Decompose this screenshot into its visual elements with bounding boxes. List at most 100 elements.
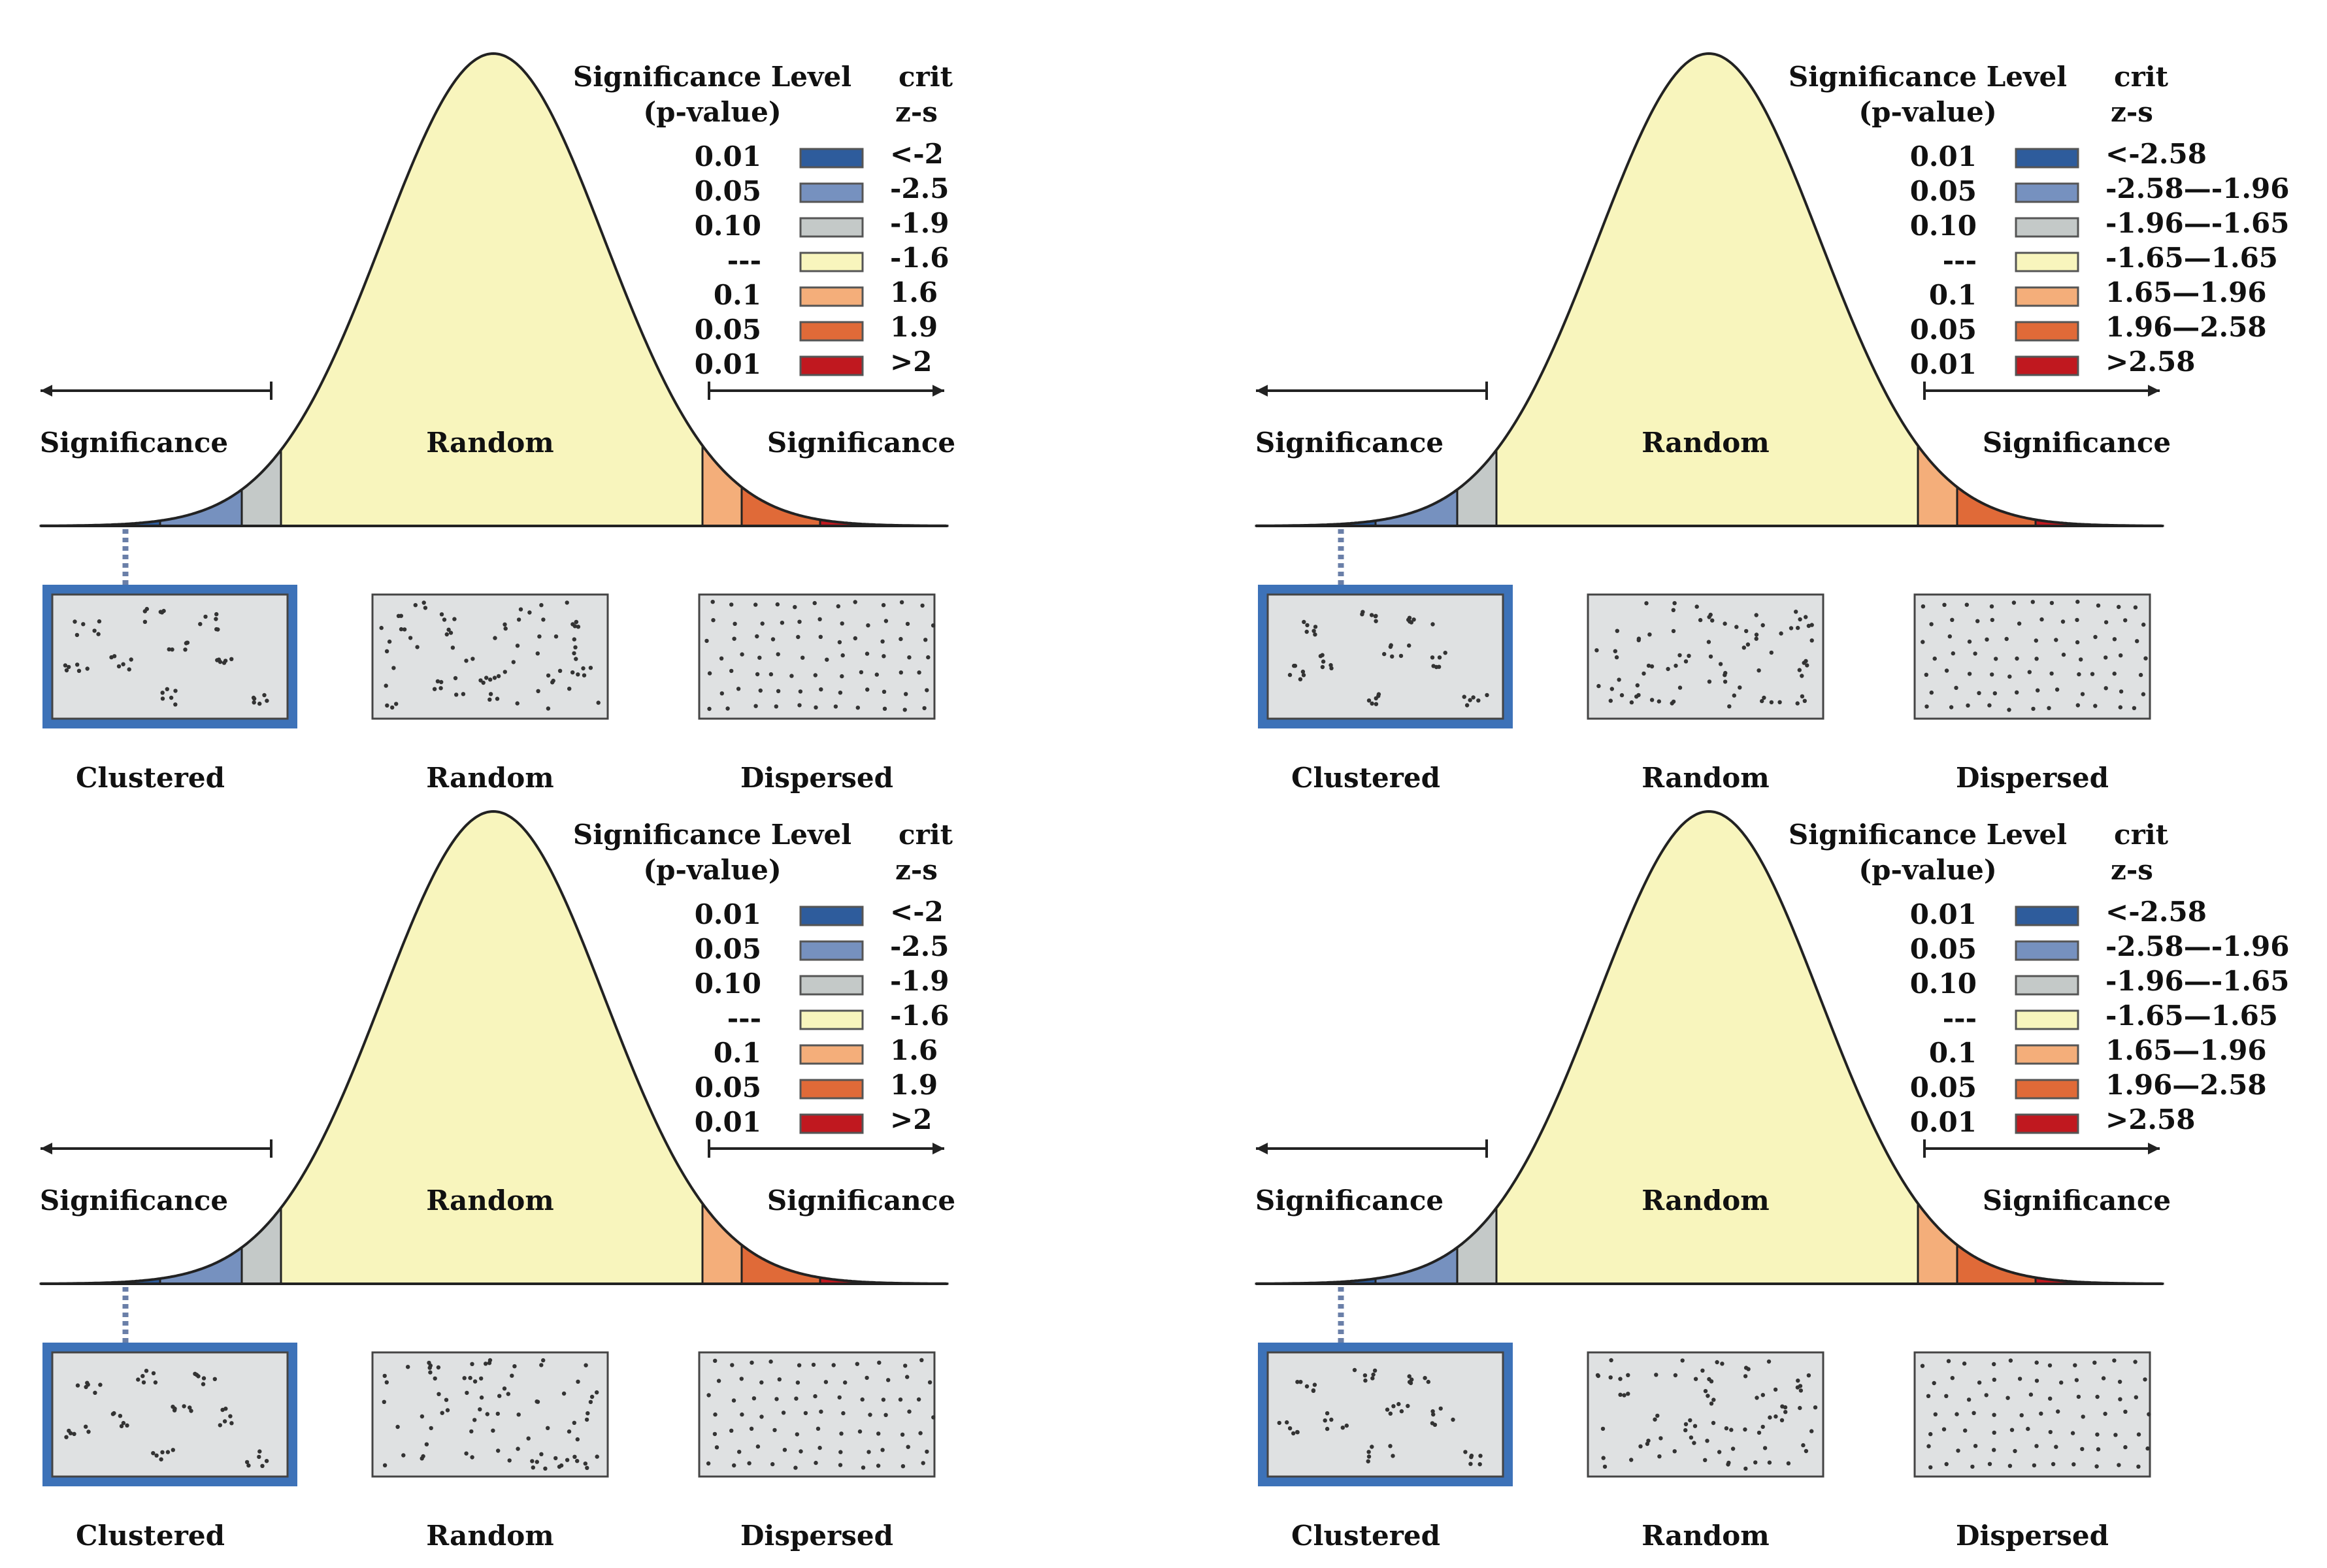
point bbox=[435, 679, 440, 684]
point bbox=[1677, 653, 1682, 658]
point bbox=[2007, 708, 2011, 712]
point bbox=[881, 603, 886, 608]
point bbox=[1595, 1373, 1600, 1378]
point bbox=[1374, 696, 1378, 701]
point bbox=[427, 1360, 431, 1365]
right-significance-label: Significance bbox=[767, 1184, 955, 1217]
point bbox=[749, 1426, 754, 1431]
point bbox=[1647, 632, 1652, 637]
point bbox=[1344, 1423, 1349, 1428]
point bbox=[1371, 1372, 1376, 1377]
point bbox=[575, 1437, 580, 1442]
legend-p-value: 0.01 bbox=[695, 140, 761, 172]
point bbox=[776, 689, 781, 694]
point bbox=[436, 1365, 441, 1370]
point bbox=[1920, 1364, 1925, 1368]
legend-p-value: 0.01 bbox=[1910, 898, 1977, 930]
point bbox=[1804, 1448, 1809, 1454]
point bbox=[2032, 1463, 2037, 1468]
point bbox=[160, 691, 165, 695]
clustered-label: Clustered bbox=[1291, 1520, 1440, 1552]
point bbox=[516, 1446, 520, 1451]
point bbox=[583, 1462, 587, 1466]
legend-row: 0.05 1.9 bbox=[695, 1069, 938, 1103]
point bbox=[262, 693, 267, 698]
point bbox=[561, 1391, 567, 1396]
point bbox=[1944, 668, 1949, 673]
point bbox=[866, 1450, 871, 1454]
point bbox=[1689, 1435, 1694, 1440]
point bbox=[798, 689, 803, 694]
point bbox=[1762, 1446, 1768, 1450]
point bbox=[1992, 1413, 1996, 1417]
legend-row: --- -1.65—1.65 bbox=[1943, 242, 2278, 276]
point bbox=[423, 606, 428, 610]
point bbox=[1921, 604, 1926, 609]
legend-z-score: -2.58—-1.96 bbox=[2105, 930, 2289, 962]
point bbox=[93, 1390, 97, 1395]
point bbox=[488, 678, 493, 682]
legend-swatch bbox=[799, 355, 864, 376]
point bbox=[775, 602, 780, 607]
point bbox=[2059, 1380, 2064, 1385]
point bbox=[543, 1466, 548, 1471]
point bbox=[1789, 626, 1794, 630]
point bbox=[1717, 1450, 1722, 1454]
point bbox=[413, 603, 418, 608]
point bbox=[1798, 617, 1802, 622]
point bbox=[1992, 1430, 1996, 1435]
legend-z-score: -1.6 bbox=[890, 242, 949, 274]
legend-row: 0.01 >2 bbox=[695, 1103, 932, 1138]
point bbox=[919, 1358, 924, 1362]
point bbox=[1727, 704, 1732, 709]
point bbox=[716, 1379, 721, 1383]
point bbox=[733, 621, 737, 626]
point bbox=[462, 1376, 467, 1380]
point bbox=[1753, 1460, 1758, 1465]
arrow-head bbox=[932, 385, 944, 397]
point bbox=[1746, 1367, 1751, 1371]
arrow-head bbox=[932, 1143, 944, 1154]
point bbox=[1942, 602, 1947, 607]
point bbox=[1972, 1411, 1976, 1415]
pattern-frame bbox=[698, 593, 936, 720]
point bbox=[116, 664, 122, 669]
point bbox=[1796, 1379, 1800, 1383]
point bbox=[1783, 1405, 1788, 1410]
point bbox=[567, 687, 572, 691]
crit-title: crit bbox=[2114, 819, 2169, 851]
point bbox=[546, 673, 551, 678]
legend-row: 0.1 1.65—1.96 bbox=[1929, 276, 2267, 311]
point bbox=[1950, 1376, 1955, 1380]
point bbox=[760, 621, 765, 626]
point bbox=[539, 1452, 544, 1456]
arrow-head bbox=[41, 1143, 52, 1154]
point bbox=[553, 1456, 558, 1461]
pattern-frame bbox=[1587, 1351, 1824, 1478]
point bbox=[515, 701, 520, 706]
point bbox=[876, 1431, 881, 1436]
point bbox=[907, 655, 912, 660]
point bbox=[1709, 1379, 1714, 1384]
legend-p-value: 0.01 bbox=[695, 348, 761, 380]
point bbox=[725, 706, 730, 711]
point bbox=[1932, 1380, 1936, 1386]
point bbox=[586, 1411, 590, 1416]
point bbox=[516, 617, 521, 622]
point bbox=[2123, 618, 2128, 623]
point bbox=[840, 674, 844, 679]
point bbox=[2079, 657, 2083, 662]
point bbox=[218, 1423, 222, 1428]
point bbox=[481, 680, 486, 685]
normal-curve bbox=[41, 809, 946, 1285]
legend-z-score: -1.96—-1.65 bbox=[2105, 965, 2289, 997]
point bbox=[189, 1409, 193, 1413]
point bbox=[1608, 698, 1613, 703]
point bbox=[1430, 1421, 1435, 1426]
point bbox=[169, 695, 174, 700]
point bbox=[1783, 1410, 1788, 1414]
point bbox=[119, 1424, 124, 1429]
dispersed-label: Dispersed bbox=[740, 1520, 893, 1552]
point bbox=[395, 1424, 400, 1429]
point bbox=[2039, 1411, 2043, 1416]
